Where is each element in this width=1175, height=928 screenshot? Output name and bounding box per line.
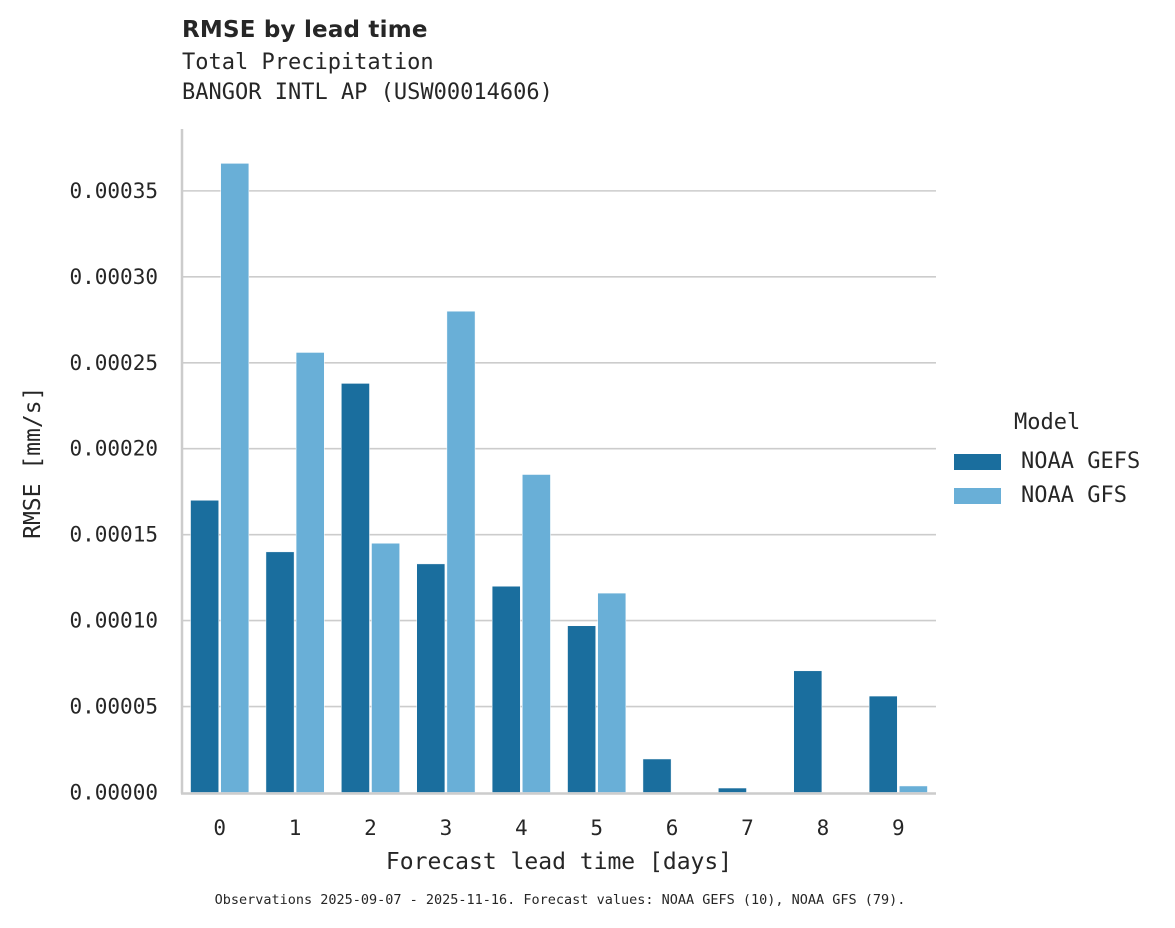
bar-noaa-gefs-day-8 — [793, 670, 823, 793]
bar-noaa-gefs-day-0 — [190, 500, 219, 793]
bar-noaa-gefs-day-6 — [642, 758, 672, 793]
bar-noaa-gfs-day-1 — [295, 352, 325, 793]
x-tick-label: 9 — [892, 816, 905, 840]
x-tick-label: 3 — [440, 816, 453, 840]
bar-noaa-gefs-day-3 — [416, 563, 446, 793]
y-tick-label: 0.00010 — [69, 609, 158, 633]
y-tick-label: 0.00020 — [69, 437, 158, 461]
bar-noaa-gfs-day-4 — [522, 474, 551, 793]
x-tick-label: 5 — [590, 816, 603, 840]
x-tick-label: 4 — [515, 816, 528, 840]
y-tick-label: 0.00035 — [69, 179, 158, 203]
legend-label-gfs: NOAA GFS — [1021, 483, 1127, 508]
y-tick-label: 0.00030 — [69, 265, 158, 289]
bar-noaa-gefs-day-5 — [567, 625, 596, 793]
y-axis-label: RMSE [mm/s] — [20, 387, 46, 539]
legend-swatch-gfs — [954, 488, 1001, 504]
legend-swatch-gefs — [954, 454, 1001, 470]
bar-noaa-gfs-day-9 — [899, 785, 928, 793]
legend-title: Model — [1014, 410, 1081, 435]
bar-noaa-gefs-day-1 — [265, 551, 295, 793]
bar-noaa-gfs-day-5 — [597, 592, 627, 793]
bar-noaa-gfs-day-2 — [371, 543, 400, 793]
legend-label-gefs: NOAA GEFS — [1021, 449, 1141, 474]
footnote: Observations 2025-09-07 - 2025-11-16. Fo… — [214, 892, 906, 908]
bar-noaa-gefs-day-9 — [868, 695, 898, 793]
bar-noaa-gefs-day-2 — [341, 383, 370, 793]
chart-subtitle-variable: Total Precipitation — [182, 50, 434, 75]
bar-noaa-gfs-day-3 — [446, 310, 476, 793]
chart-title: RMSE by lead time — [182, 17, 428, 43]
x-tick-label: 2 — [364, 816, 377, 840]
bar-noaa-gefs-day-4 — [491, 585, 521, 793]
bar-noaa-gefs-day-7 — [718, 787, 747, 793]
chart-subtitle-station: BANGOR INTL AP (USW00014606) — [182, 80, 553, 105]
x-axis-label: Forecast lead time [days] — [386, 849, 732, 875]
bar-noaa-gfs-day-0 — [220, 163, 250, 793]
x-tick-label: 6 — [666, 816, 679, 840]
y-tick-label: 0.00000 — [69, 781, 158, 805]
x-tick-label: 8 — [817, 816, 830, 840]
x-tick-label: 7 — [741, 816, 754, 840]
y-tick-label: 0.00005 — [69, 695, 158, 719]
y-tick-label: 0.00025 — [69, 351, 158, 375]
x-tick-label: 0 — [213, 816, 226, 840]
x-tick-label: 1 — [289, 816, 302, 840]
y-tick-label: 0.00015 — [69, 523, 158, 547]
